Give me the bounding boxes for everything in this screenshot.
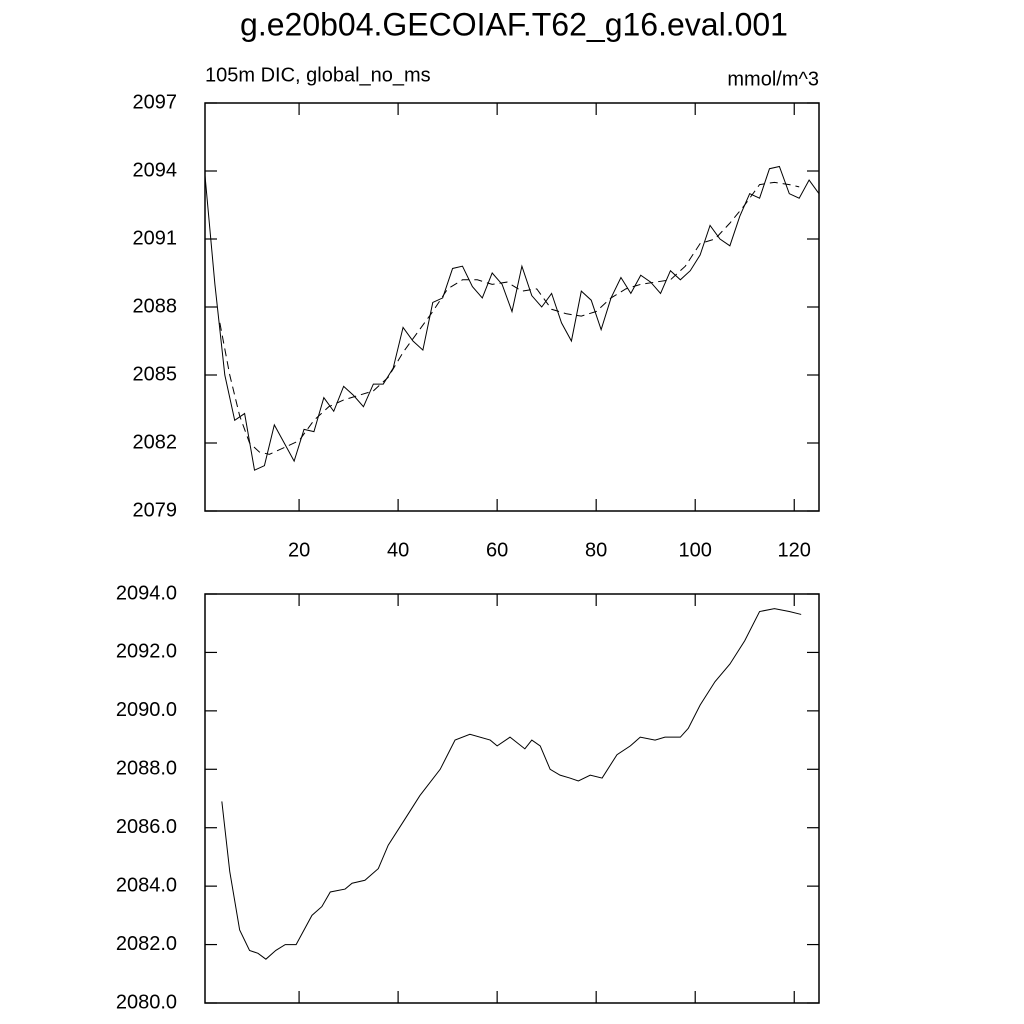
data-line <box>221 608 802 960</box>
subtitle-right: mmol/m^3 <box>727 68 819 90</box>
x-tick-label: 120 <box>778 539 811 561</box>
x-tick-label: 20 <box>288 539 310 561</box>
figure-title: g.e20b04.GECOIAF.T62_g16.eval.001 <box>240 6 788 42</box>
plot-frame <box>204 102 820 512</box>
y-tick-label: 2085 <box>133 363 178 385</box>
x-tick-label: 40 <box>387 539 409 561</box>
y-tick-label: 2082.0 <box>116 933 177 955</box>
y-tick-label: 2092.0 <box>116 641 177 663</box>
y-tick-label: 2080.0 <box>116 991 177 1013</box>
plot-frame <box>204 593 820 1004</box>
y-tick-label: 2086.0 <box>116 816 177 838</box>
y-tick-label: 2091 <box>133 227 178 249</box>
y-tick-label: 2088 <box>133 295 178 317</box>
x-tick-label: 100 <box>679 539 712 561</box>
data-line <box>219 181 800 455</box>
x-tick-label: 80 <box>585 539 607 561</box>
y-tick-label: 2094 <box>133 159 178 181</box>
y-tick-label: 2084.0 <box>116 874 177 896</box>
y-tick-label: 2088.0 <box>116 758 177 780</box>
y-tick-label: 2082 <box>133 431 178 453</box>
y-tick-label: 2079 <box>133 499 178 521</box>
data-line <box>204 165 820 471</box>
x-tick-label: 60 <box>486 539 508 561</box>
y-tick-label: 2094.0 <box>116 582 177 604</box>
subtitle-left: 105m DIC, global_no_ms <box>205 64 431 86</box>
y-tick-label: 2090.0 <box>116 699 177 721</box>
y-tick-label: 2097 <box>133 91 178 113</box>
